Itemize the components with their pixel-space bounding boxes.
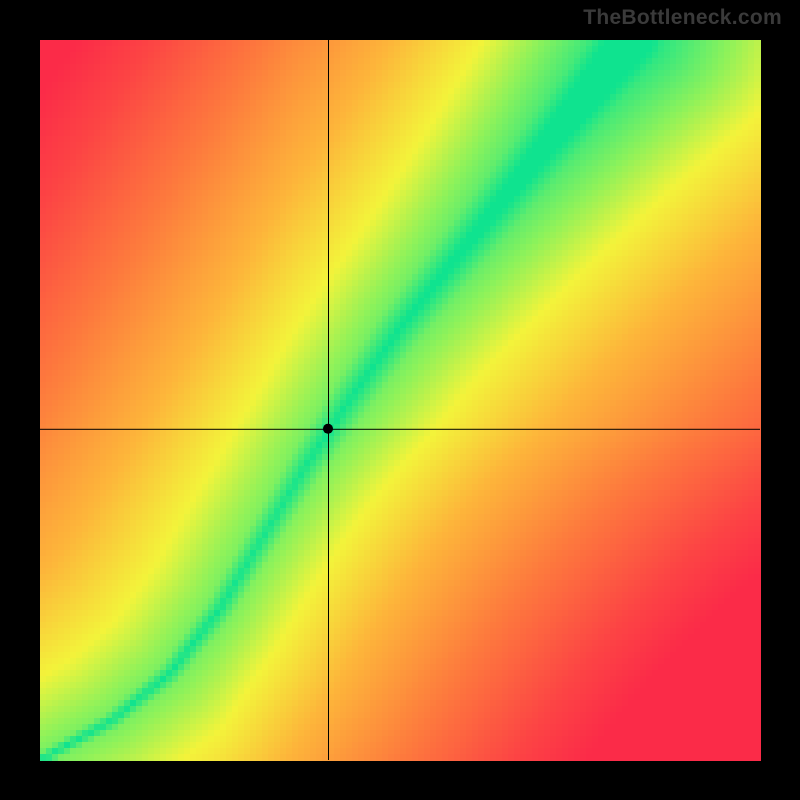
heatmap-canvas: [0, 0, 800, 800]
chart-container: TheBottleneck.com: [0, 0, 800, 800]
watermark-text: TheBottleneck.com: [583, 6, 782, 30]
